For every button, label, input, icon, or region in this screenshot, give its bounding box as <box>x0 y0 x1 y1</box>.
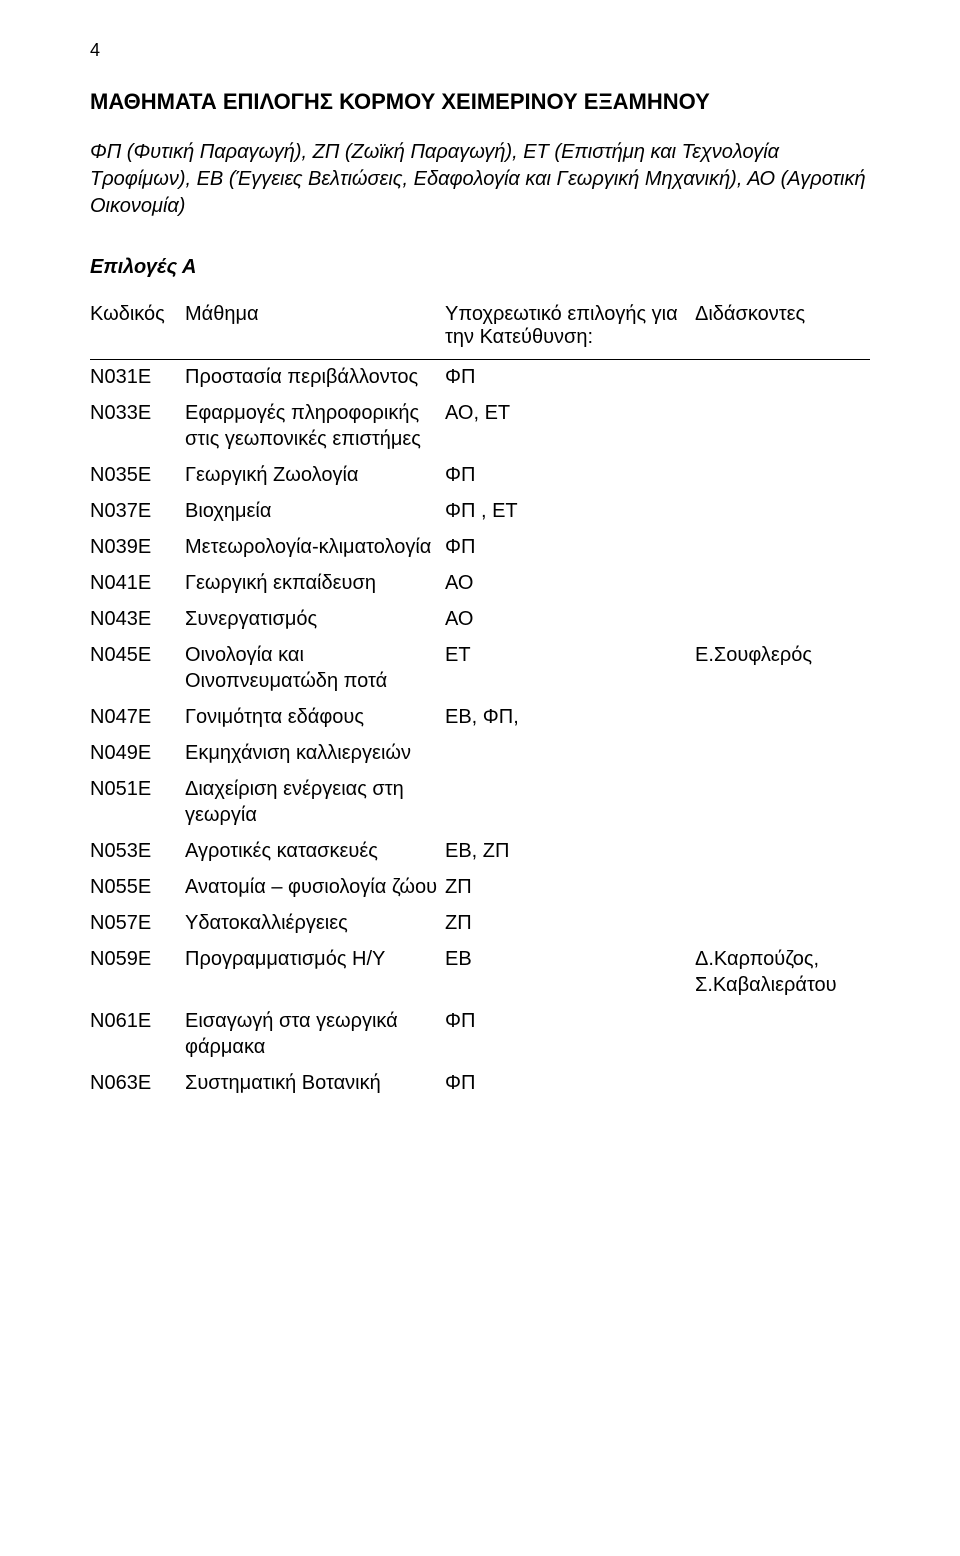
cell-code: Ν055Ε <box>90 870 185 906</box>
cell-teach <box>695 1004 870 1066</box>
cell-req: ΕΒ, ΖΠ <box>445 834 695 870</box>
header-requirement: Υποχρεωτικό επιλογής για την Κατεύθυνση: <box>445 299 695 360</box>
cell-req: ΖΠ <box>445 870 695 906</box>
cell-course: Συνεργατισμός <box>185 602 445 638</box>
cell-req: ΦΠ <box>445 530 695 566</box>
table-header-row: Κωδικός Μάθημα Υποχρεωτικό επιλογής για … <box>90 299 870 360</box>
cell-teach: Ε.Σουφλερός <box>695 638 870 700</box>
table-row: Ν033Ε Εφαρμογές πληροφορικής στις γεωπον… <box>90 396 870 458</box>
cell-code: Ν031Ε <box>90 360 185 397</box>
cell-teach <box>695 870 870 906</box>
cell-req: ΦΠ <box>445 360 695 397</box>
cell-teach <box>695 396 870 458</box>
page-number: 4 <box>90 40 870 61</box>
cell-course: Προστασία περιβάλλοντος <box>185 360 445 397</box>
courses-table: Κωδικός Μάθημα Υποχρεωτικό επιλογής για … <box>90 299 870 1102</box>
cell-course: Οινολογία και Οινοπνευματώδη ποτά <box>185 638 445 700</box>
table-row: Ν045Ε Οινολογία και Οινοπνευματώδη ποτά … <box>90 638 870 700</box>
table-row: Ν057Ε Υδατοκαλλιέργειες ΖΠ <box>90 906 870 942</box>
cell-course: Γεωργική Ζωολογία <box>185 458 445 494</box>
cell-teach <box>695 736 870 772</box>
cell-course: Εφαρμογές πληροφορικής στις γεωπονικές ε… <box>185 396 445 458</box>
table-row: Ν059Ε Προγραμματισμός Η/Υ ΕΒ Δ.Καρπούζος… <box>90 942 870 1004</box>
cell-course: Γεωργική εκπαίδευση <box>185 566 445 602</box>
cell-code: Ν037Ε <box>90 494 185 530</box>
cell-req: ΕΤ <box>445 638 695 700</box>
cell-course: Προγραμματισμός Η/Υ <box>185 942 445 1004</box>
cell-teach <box>695 458 870 494</box>
cell-teach <box>695 566 870 602</box>
table-row: Ν043Ε Συνεργατισμός ΑΟ <box>90 602 870 638</box>
cell-code: Ν045Ε <box>90 638 185 700</box>
cell-course: Αγροτικές κατασκευές <box>185 834 445 870</box>
cell-course: Εισαγωγή στα γεωργικά φάρμακα <box>185 1004 445 1066</box>
cell-teach <box>695 906 870 942</box>
cell-course: Βιοχημεία <box>185 494 445 530</box>
cell-teach <box>695 700 870 736</box>
table-row: Ν061Ε Εισαγωγή στα γεωργικά φάρμακα ΦΠ <box>90 1004 870 1066</box>
cell-teach <box>695 494 870 530</box>
cell-req: ΕΒ, ΦΠ, <box>445 700 695 736</box>
table-row: Ν047Ε Γονιμότητα εδάφους ΕΒ, ΦΠ, <box>90 700 870 736</box>
cell-code: Ν039Ε <box>90 530 185 566</box>
header-code: Κωδικός <box>90 299 185 360</box>
cell-teach <box>695 834 870 870</box>
cell-code: Ν061Ε <box>90 1004 185 1066</box>
cell-course: Διαχείριση ενέργειας στη γεωργία <box>185 772 445 834</box>
cell-course: Μετεωρολογία-κλιματολογία <box>185 530 445 566</box>
cell-req: ΦΠ , ΕΤ <box>445 494 695 530</box>
table-row: Ν063Ε Συστηματική Βοτανική ΦΠ <box>90 1066 870 1102</box>
cell-code: Ν049Ε <box>90 736 185 772</box>
cell-teach <box>695 772 870 834</box>
table-row: Ν055Ε Ανατομία – φυσιολογία ζώου ΖΠ <box>90 870 870 906</box>
legend-text: ΦΠ (Φυτική Παραγωγή), ΖΠ (Ζωϊκή Παραγωγή… <box>90 139 870 220</box>
cell-code: Ν033Ε <box>90 396 185 458</box>
page-title: ΜΑΘΗΜΑΤΑ ΕΠΙΛΟΓΗΣ ΚΟΡΜΟΥ ΧΕΙΜΕΡΙΝΟΥ ΕΞΑΜ… <box>90 89 870 115</box>
cell-req: ΦΠ <box>445 1066 695 1102</box>
cell-teach: Δ.Καρπούζος, Σ.Καβαλιεράτου <box>695 942 870 1004</box>
table-row: Ν051Ε Διαχείριση ενέργειας στη γεωργία <box>90 772 870 834</box>
cell-req: ΦΠ <box>445 1004 695 1066</box>
cell-course: Συστηματική Βοτανική <box>185 1066 445 1102</box>
page: 4 ΜΑΘΗΜΑΤΑ ΕΠΙΛΟΓΗΣ ΚΟΡΜΟΥ ΧΕΙΜΕΡΙΝΟΥ ΕΞ… <box>0 0 960 1556</box>
cell-code: Ν051Ε <box>90 772 185 834</box>
table-row: Ν053Ε Αγροτικές κατασκευές ΕΒ, ΖΠ <box>90 834 870 870</box>
table-row: Ν039Ε Μετεωρολογία-κλιματολογία ΦΠ <box>90 530 870 566</box>
cell-req: ΑΟ <box>445 566 695 602</box>
header-teachers: Διδάσκοντες <box>695 299 870 360</box>
cell-code: Ν053Ε <box>90 834 185 870</box>
cell-code: Ν035Ε <box>90 458 185 494</box>
cell-req: ΑΟ, ΕΤ <box>445 396 695 458</box>
cell-teach <box>695 1066 870 1102</box>
table-body: Ν031Ε Προστασία περιβάλλοντος ΦΠ Ν033Ε Ε… <box>90 360 870 1103</box>
cell-req: ΕΒ <box>445 942 695 1004</box>
table-row: Ν049Ε Εκμηχάνιση καλλιεργειών <box>90 736 870 772</box>
cell-code: Ν043Ε <box>90 602 185 638</box>
cell-req: ΖΠ <box>445 906 695 942</box>
cell-code: Ν059Ε <box>90 942 185 1004</box>
cell-code: Ν063Ε <box>90 1066 185 1102</box>
cell-req <box>445 736 695 772</box>
cell-teach <box>695 530 870 566</box>
header-course: Μάθημα <box>185 299 445 360</box>
table-row: Ν037Ε Βιοχημεία ΦΠ , ΕΤ <box>90 494 870 530</box>
cell-code: Ν057Ε <box>90 906 185 942</box>
cell-course: Υδατοκαλλιέργειες <box>185 906 445 942</box>
cell-req <box>445 772 695 834</box>
section-label: Επιλογές Α <box>90 256 870 279</box>
table-row: Ν031Ε Προστασία περιβάλλοντος ΦΠ <box>90 360 870 397</box>
cell-teach <box>695 602 870 638</box>
cell-course: Εκμηχάνιση καλλιεργειών <box>185 736 445 772</box>
cell-code: Ν047Ε <box>90 700 185 736</box>
cell-code: Ν041Ε <box>90 566 185 602</box>
cell-teach <box>695 360 870 397</box>
table-row: Ν035Ε Γεωργική Ζωολογία ΦΠ <box>90 458 870 494</box>
cell-course: Γονιμότητα εδάφους <box>185 700 445 736</box>
cell-req: ΦΠ <box>445 458 695 494</box>
cell-req: ΑΟ <box>445 602 695 638</box>
table-row: Ν041Ε Γεωργική εκπαίδευση ΑΟ <box>90 566 870 602</box>
cell-course: Ανατομία – φυσιολογία ζώου <box>185 870 445 906</box>
